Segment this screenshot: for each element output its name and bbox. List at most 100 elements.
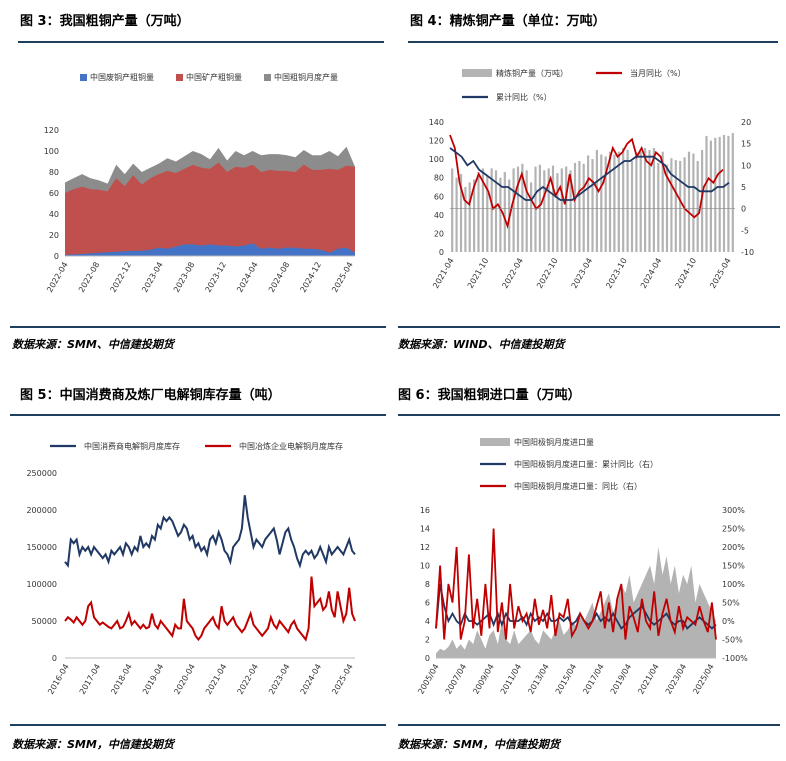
- x-tick-label: 2011/04: [499, 663, 523, 696]
- chart6-title: 图 6：我国粗铜进口量（万吨）: [398, 388, 581, 403]
- bar: [503, 172, 506, 252]
- x-tick-label: 2013/04: [526, 663, 550, 696]
- series-line: [449, 134, 724, 230]
- bar: [622, 148, 625, 252]
- x-tick-label: 2023-08: [172, 261, 197, 294]
- chart3-title: 图 3：我国粗铜产量（万吨）: [20, 14, 190, 29]
- y-tick-label: 6: [425, 599, 430, 608]
- legend-label: 中国冶炼企业电解铜月度库存: [239, 441, 343, 451]
- bar: [705, 135, 708, 252]
- y-tick-label: 140: [429, 118, 444, 127]
- y2-tick-label: -50%: [722, 636, 743, 645]
- bar: [648, 149, 651, 252]
- y-tick-label: 4: [425, 617, 430, 626]
- bar: [670, 158, 673, 252]
- y-tick-label: 8: [425, 580, 430, 589]
- series-line: [64, 576, 356, 642]
- y-tick-label: 100000: [26, 580, 57, 589]
- x-tick-label: 2015/04: [554, 663, 578, 696]
- y2-tick-label: 150%: [722, 562, 745, 571]
- chart4-combo: 0 20 40 60 80 100 120 140 -10 -5 0 5 10 15 20 2021-04 20…: [429, 68, 754, 290]
- y-tick-label: 40: [49, 210, 59, 219]
- chart5-title: 图 5：中国消费商及炼厂电解铜库存量（吨）: [20, 388, 281, 403]
- bar: [617, 151, 620, 252]
- x-tick-label: 2025-04: [330, 663, 355, 696]
- bar: [455, 177, 458, 252]
- x-tick-label: 2016-04: [46, 663, 71, 696]
- y-tick-label: 100: [429, 155, 444, 164]
- bar: [521, 163, 524, 252]
- bar: [595, 149, 598, 252]
- bar: [687, 151, 691, 252]
- y-tick-label: 60: [434, 192, 444, 201]
- bar: [468, 182, 471, 252]
- x-tick-label: 2024-04: [639, 257, 664, 290]
- series-line: [449, 147, 730, 201]
- x-tick-label: 2022-04: [45, 261, 70, 294]
- x-tick-label: 2017-04: [78, 663, 103, 696]
- divider: [398, 326, 780, 328]
- x-tick-label: 2024-04: [299, 663, 324, 696]
- x-tick-label: 2024-04: [235, 261, 260, 294]
- x-tick-label: 2024-08: [267, 261, 292, 294]
- x-tick-label: 2022-04: [500, 257, 525, 290]
- x-tick-label: 2021-04: [431, 257, 456, 290]
- x-tick-label: 2023-04: [570, 257, 595, 290]
- x-tick-label: 2019-04: [141, 663, 166, 696]
- bar: [578, 161, 581, 252]
- legend-swatch: [264, 74, 271, 81]
- bar: [565, 166, 568, 252]
- bar: [473, 179, 476, 252]
- chart4-title: 图 4：精炼铜产量（单位：万吨）: [410, 14, 606, 29]
- x-tick-label: 2023-04: [140, 261, 165, 294]
- y-tick-label: 100: [44, 147, 59, 156]
- x-tick-label: 2023/04: [664, 663, 688, 696]
- bar: [674, 160, 677, 252]
- bar: [661, 151, 664, 252]
- x-tick-label: 2021-04: [204, 663, 229, 696]
- bar: [569, 170, 572, 252]
- bar: [582, 163, 585, 252]
- x-tick-label: 2025/04: [691, 663, 715, 696]
- legend-label: 中国粗铜月度产量: [274, 72, 338, 82]
- y2-tick-label: -100%: [722, 654, 748, 663]
- y-tick-label: 20: [434, 229, 444, 238]
- legend-label: 累计同比（%）: [496, 92, 552, 102]
- bar: [591, 159, 594, 252]
- bar: [600, 154, 603, 252]
- x-tick-label: 2022-04: [236, 663, 261, 696]
- x-tick-label: 2022-08: [77, 261, 102, 294]
- chart3-source: 数据来源：SMM、中信建投期货: [12, 338, 174, 351]
- bar: [525, 170, 528, 252]
- x-tick-label: 2020-04: [172, 663, 197, 696]
- x-tick-label: 2017/04: [581, 663, 605, 696]
- divider: [408, 41, 778, 43]
- legend-swatch: [80, 74, 87, 81]
- x-tick-label: 2023-12: [204, 261, 229, 294]
- y2-tick-label: -10: [741, 248, 754, 257]
- x-tick-label: 2025-04: [330, 261, 355, 294]
- legend-swatch: [176, 74, 183, 81]
- bar: [696, 161, 699, 252]
- y2-tick-label: 0%: [722, 617, 735, 626]
- divider: [398, 414, 780, 416]
- bar: [652, 148, 655, 252]
- bar: [683, 157, 686, 252]
- y-tick-label: 250000: [26, 469, 57, 478]
- bar: [547, 168, 550, 252]
- legend-label: 中国阳极铜月度进口量: [514, 437, 594, 447]
- x-tick-label: 2019/04: [609, 663, 633, 696]
- x-tick-label: 2022-12: [109, 261, 134, 294]
- import-area: [436, 547, 716, 658]
- y-tick-label: 14: [420, 525, 430, 534]
- bar: [709, 140, 712, 252]
- bar: [604, 156, 607, 252]
- x-tick-label: 2021-10: [466, 257, 491, 290]
- series-line: [435, 528, 717, 640]
- series-line: [64, 495, 356, 569]
- divider: [10, 414, 386, 416]
- y-tick-label: 0: [54, 252, 59, 261]
- y-tick-label: 20: [49, 231, 59, 240]
- area-mine: [65, 162, 355, 256]
- y-tick-label: 80: [49, 168, 59, 177]
